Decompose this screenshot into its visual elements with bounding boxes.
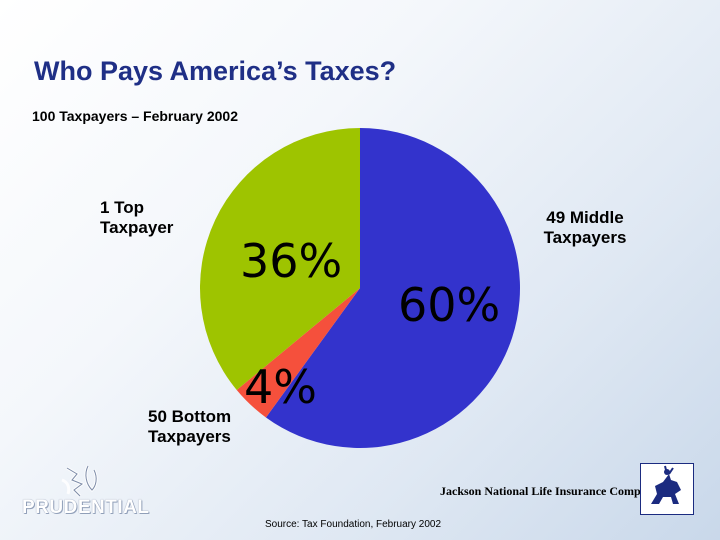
page-title: Who Pays America’s Taxes? (34, 56, 397, 86)
slice-label-middle: 49 Middle Taxpayers (543, 208, 627, 247)
page-subtitle: 100 Taxpayers – February 2002 (32, 108, 238, 124)
pie-slice-middle (265, 128, 520, 448)
pie-slice-bottom (236, 288, 360, 418)
slice-percent-top: 36% (240, 234, 343, 288)
pie-slice-top (199, 127, 360, 390)
jackson-knight-logo-icon (640, 463, 694, 515)
prudential-wordmark: PRUDENTIAL (22, 497, 150, 518)
prudential-logo-icon (61, 465, 98, 498)
slice-percent-bottom: 4% (244, 360, 317, 414)
slice-percent-middle: 60% (398, 278, 501, 332)
slice-label-bottom: 50 Bottom Taxpayers (148, 407, 232, 446)
slice-label-top: 1 Top Taxpayer (100, 198, 174, 237)
source-note: Source: Tax Foundation, February 2002 (265, 519, 442, 530)
jackson-wordmark: Jackson National Life Insurance Company® (440, 484, 665, 498)
